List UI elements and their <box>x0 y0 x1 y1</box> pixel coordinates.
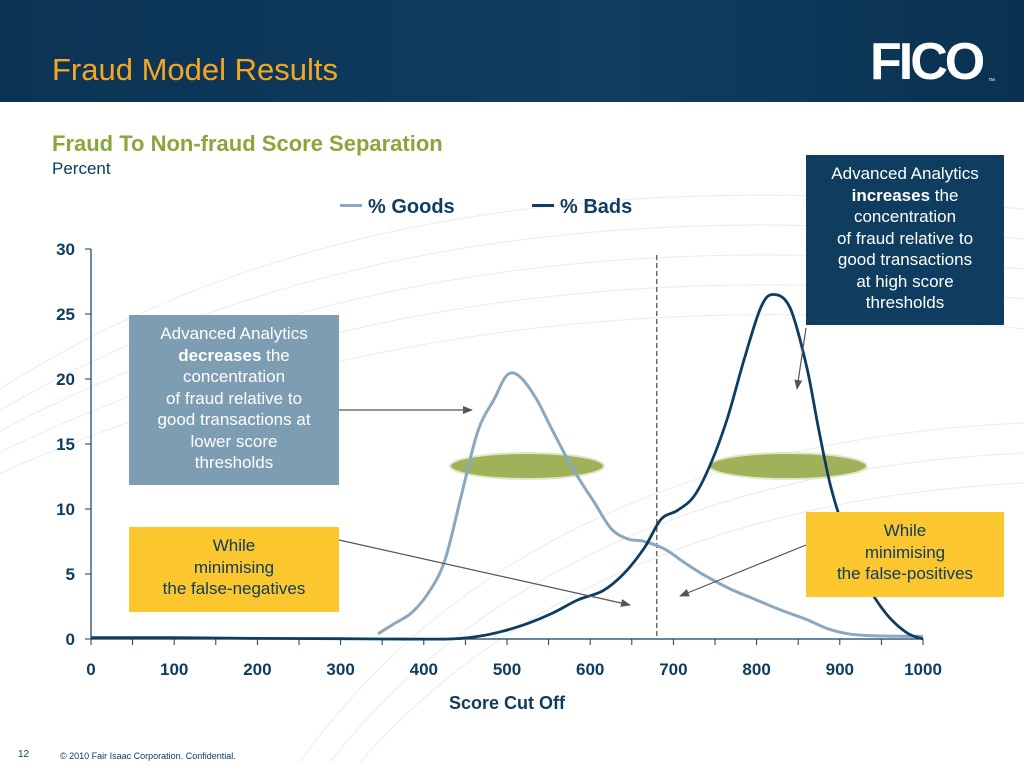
highlight-ellipse-left <box>449 452 605 480</box>
series-line-goods <box>377 371 924 638</box>
callout-increase-line5: good transactions <box>837 250 973 269</box>
x-tick-label: 600 <box>576 660 604 679</box>
chart-subtitle: Percent <box>52 159 111 178</box>
callout-decrease-bold: decreases <box>178 345 262 365</box>
y-tick-label: 25 <box>56 305 75 324</box>
x-tick-label: 100 <box>160 660 188 679</box>
series-line-bads <box>90 293 924 641</box>
callout-increase-line1: Advanced Analytics <box>831 164 979 183</box>
header-bar: Fraud Model Results FICO ™ <box>0 0 1024 102</box>
y-tick-label: 0 <box>66 630 75 649</box>
legend-item-goods: % Goods <box>340 196 455 219</box>
callout-increase-line4: of fraud relative to <box>836 228 974 248</box>
callout-false-negatives: While minimising the false-negatives <box>129 527 339 612</box>
highlight-layer <box>449 452 868 480</box>
x-tick-label: 700 <box>659 660 687 679</box>
copyright-notice: © 2010 Fair Isaac Corporation. Confident… <box>60 751 236 761</box>
callout-decrease-line7: thresholds <box>194 453 274 472</box>
callout-fp-line2: minimising <box>864 542 946 562</box>
callout-increase: Advanced Analytics increases the concent… <box>806 155 1004 325</box>
callout-fn-line1: While <box>212 536 256 555</box>
callout-decrease-line1: Advanced Analytics <box>160 324 308 343</box>
x-axis-title: Score Cut Off <box>449 693 566 713</box>
callout-decrease-line2: decreases the <box>129 345 339 367</box>
callout-fn-line3: the false-negatives <box>162 579 306 598</box>
callout-fn-line2: minimising <box>193 557 275 577</box>
callout-decrease-line4: of fraud relative to <box>165 388 303 408</box>
callout-increase-rest: the <box>930 185 959 205</box>
callout-increase-line7: thresholds <box>865 293 945 312</box>
x-tick-label: 900 <box>826 660 854 679</box>
callout-increase-line6: at high score <box>856 271 954 291</box>
y-tick-label: 20 <box>56 370 75 389</box>
arrow-increase <box>794 327 807 390</box>
arrow-false-negatives <box>338 539 631 607</box>
x-tick-label: 500 <box>493 660 521 679</box>
y-tick-label: 30 <box>56 240 75 259</box>
series-layer <box>90 293 924 641</box>
callout-arrows-layer <box>338 327 807 607</box>
callout-decrease-rest: the <box>261 345 290 365</box>
y-tick-label: 15 <box>56 435 75 454</box>
callout-increase-line3: concentration <box>853 207 957 226</box>
chart-title: Fraud To Non-fraud Score Separation <box>52 131 443 156</box>
callout-decrease-line3: concentration <box>182 367 286 386</box>
x-tick-label: 1000 <box>904 660 942 679</box>
callout-increase-bold: increases <box>851 185 931 205</box>
legend-label-bads: % Bads <box>560 196 633 218</box>
callout-decrease-line5: good transactions at <box>157 410 311 429</box>
callout-decrease-line6: lower score <box>190 431 278 451</box>
logo-trademark: ™ <box>988 78 995 85</box>
y-tick-label: 10 <box>56 500 75 519</box>
legend-label-goods: % Goods <box>368 196 455 218</box>
legend-swatch-bads <box>532 204 554 208</box>
callout-fp-line3: the false-positives <box>836 564 974 583</box>
callout-fp-line1: While <box>883 521 927 540</box>
page-number: 12 <box>18 749 30 760</box>
callout-decrease: Advanced Analytics decreases the concent… <box>129 315 339 485</box>
x-tick-label: 800 <box>742 660 770 679</box>
legend-swatch-goods <box>340 204 362 208</box>
highlight-ellipse-right <box>708 452 868 480</box>
legend-item-bads: % Bads <box>532 196 632 219</box>
arrow-false-positives <box>679 544 807 597</box>
x-tick-label: 200 <box>243 660 271 679</box>
x-tick-label: 300 <box>326 660 354 679</box>
fico-logo: FICO <box>870 33 985 91</box>
x-tick-label: 400 <box>410 660 438 679</box>
page-title: Fraud Model Results <box>52 52 339 87</box>
callout-false-positives: While minimising the false-positives <box>806 512 1004 597</box>
y-tick-label: 5 <box>66 565 75 584</box>
x-tick-label: 0 <box>86 660 95 679</box>
callout-increase-line2: increases the <box>806 185 1004 207</box>
